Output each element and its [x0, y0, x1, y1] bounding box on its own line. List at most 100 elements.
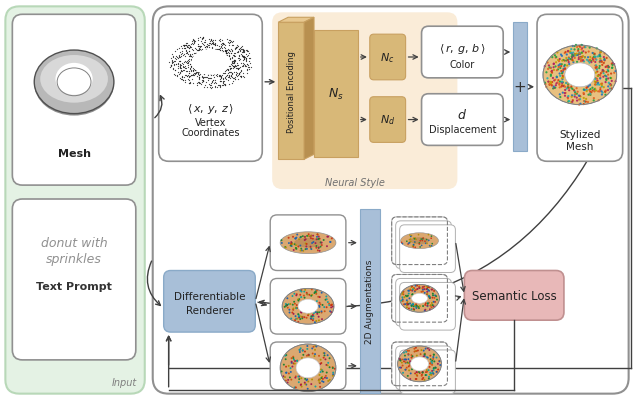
Point — [216, 73, 226, 80]
Point — [600, 92, 611, 99]
Point — [403, 352, 413, 358]
Point — [424, 347, 434, 353]
Point — [314, 317, 324, 324]
Point — [301, 244, 312, 250]
Point — [418, 236, 428, 243]
Point — [181, 49, 191, 55]
Point — [562, 86, 572, 93]
Point — [197, 47, 207, 53]
Point — [603, 76, 613, 83]
Point — [167, 60, 177, 67]
Point — [328, 365, 338, 371]
Point — [408, 353, 418, 360]
Point — [225, 37, 235, 44]
Point — [577, 55, 587, 62]
Point — [237, 54, 247, 61]
Point — [312, 309, 322, 316]
Point — [411, 303, 422, 309]
Point — [277, 237, 287, 244]
Point — [181, 43, 191, 49]
Point — [193, 70, 203, 76]
FancyBboxPatch shape — [392, 342, 448, 386]
Point — [281, 303, 291, 309]
Point — [223, 74, 233, 81]
Point — [589, 96, 599, 102]
Point — [588, 51, 598, 57]
Point — [406, 354, 417, 361]
Point — [570, 91, 581, 98]
Point — [408, 306, 418, 312]
Point — [301, 241, 311, 247]
Point — [418, 288, 428, 295]
Point — [417, 347, 427, 353]
Point — [556, 64, 566, 70]
Point — [183, 43, 193, 49]
Polygon shape — [278, 23, 304, 160]
Point — [291, 305, 301, 312]
Point — [570, 94, 580, 101]
Point — [317, 240, 327, 246]
Point — [179, 65, 189, 71]
Point — [238, 74, 249, 81]
Point — [314, 300, 324, 306]
Point — [224, 81, 234, 88]
FancyBboxPatch shape — [12, 15, 136, 186]
Point — [226, 71, 237, 77]
Point — [303, 311, 314, 317]
Point — [423, 284, 433, 291]
Point — [585, 57, 595, 64]
Point — [322, 296, 332, 303]
Point — [559, 64, 569, 70]
Point — [324, 302, 335, 309]
Point — [297, 247, 307, 254]
Point — [401, 367, 411, 373]
Point — [281, 301, 291, 308]
Point — [184, 80, 195, 87]
Point — [410, 302, 420, 309]
Point — [194, 80, 204, 87]
Point — [183, 65, 193, 71]
Point — [291, 235, 301, 241]
Point — [294, 347, 305, 353]
Point — [590, 79, 600, 85]
Point — [419, 377, 429, 383]
Point — [546, 73, 556, 80]
Point — [233, 71, 244, 78]
Point — [419, 286, 429, 293]
Point — [233, 76, 243, 83]
Point — [230, 63, 240, 69]
Point — [305, 234, 315, 240]
Point — [575, 45, 585, 51]
Point — [562, 52, 572, 59]
Point — [568, 98, 578, 104]
Point — [412, 369, 422, 376]
Point — [228, 76, 238, 82]
Point — [607, 63, 618, 69]
Point — [550, 78, 560, 84]
Point — [237, 50, 247, 56]
Point — [603, 87, 613, 94]
Point — [560, 93, 570, 100]
Point — [189, 39, 199, 46]
Point — [310, 309, 321, 316]
Point — [226, 61, 237, 67]
Point — [228, 57, 238, 64]
Point — [315, 244, 326, 250]
Point — [197, 35, 207, 42]
Point — [197, 74, 207, 80]
Point — [595, 50, 605, 57]
Point — [199, 85, 209, 91]
Point — [302, 246, 312, 253]
Point — [226, 47, 237, 53]
Point — [224, 63, 234, 70]
Point — [220, 74, 230, 81]
Point — [399, 350, 409, 356]
Point — [563, 83, 573, 90]
Point — [178, 61, 188, 68]
Point — [414, 240, 424, 247]
Point — [431, 354, 441, 361]
Point — [308, 239, 319, 245]
Point — [202, 41, 212, 48]
Point — [328, 369, 338, 376]
Point — [215, 74, 225, 80]
